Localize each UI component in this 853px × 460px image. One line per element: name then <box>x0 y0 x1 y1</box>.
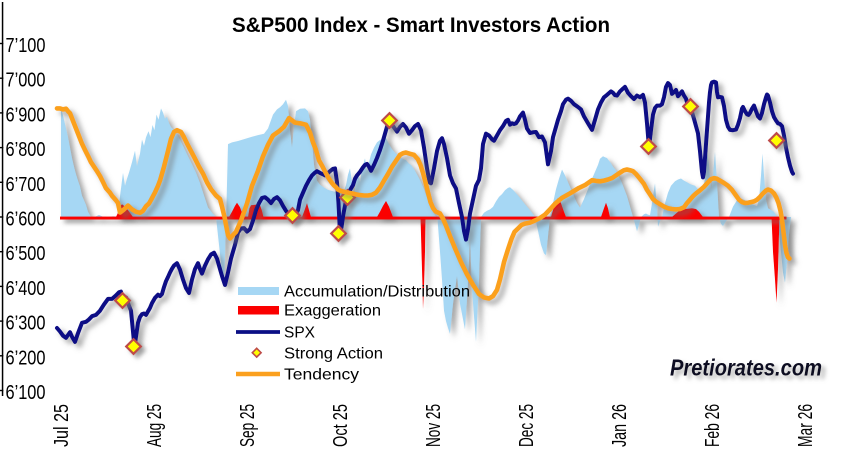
svg-text:Feb 26: Feb 26 <box>702 404 724 447</box>
svg-text:6’500: 6’500 <box>6 242 46 265</box>
svg-text:7’100: 7’100 <box>6 34 46 57</box>
svg-text:Dec 25: Dec 25 <box>516 404 538 447</box>
svg-text:Pretiorates.com: Pretiorates.com <box>670 355 822 381</box>
svg-text:Nov 25: Nov 25 <box>423 404 445 447</box>
svg-text:Jul 25: Jul 25 <box>51 404 73 447</box>
svg-text:Exaggeration: Exaggeration <box>284 303 381 320</box>
svg-text:Sep 25: Sep 25 <box>237 404 259 447</box>
svg-text:6’800: 6’800 <box>6 138 46 161</box>
svg-text:S&P500 Index - Smart Investors: S&P500 Index - Smart Investors Action <box>232 13 610 37</box>
svg-text:6’200: 6’200 <box>6 346 46 369</box>
svg-text:Accumulation/Distribution: Accumulation/Distribution <box>284 284 470 301</box>
svg-text:6’400: 6’400 <box>6 277 46 300</box>
svg-text:7’000: 7’000 <box>6 69 46 92</box>
svg-text:Strong Action: Strong Action <box>284 346 383 363</box>
svg-text:Mar 26: Mar 26 <box>795 404 817 447</box>
svg-text:6’300: 6’300 <box>6 312 46 335</box>
svg-text:6’100: 6’100 <box>6 381 46 404</box>
svg-text:Tendency: Tendency <box>284 367 359 384</box>
svg-text:Aug 25: Aug 25 <box>144 404 166 447</box>
svg-text:6’600: 6’600 <box>6 208 46 231</box>
svg-text:Jan 26: Jan 26 <box>609 404 631 447</box>
svg-text:Oct 25: Oct 25 <box>330 404 352 447</box>
svg-text:6’700: 6’700 <box>6 173 46 196</box>
svg-text:6’900: 6’900 <box>6 103 46 126</box>
svg-text:SPX: SPX <box>284 325 315 342</box>
